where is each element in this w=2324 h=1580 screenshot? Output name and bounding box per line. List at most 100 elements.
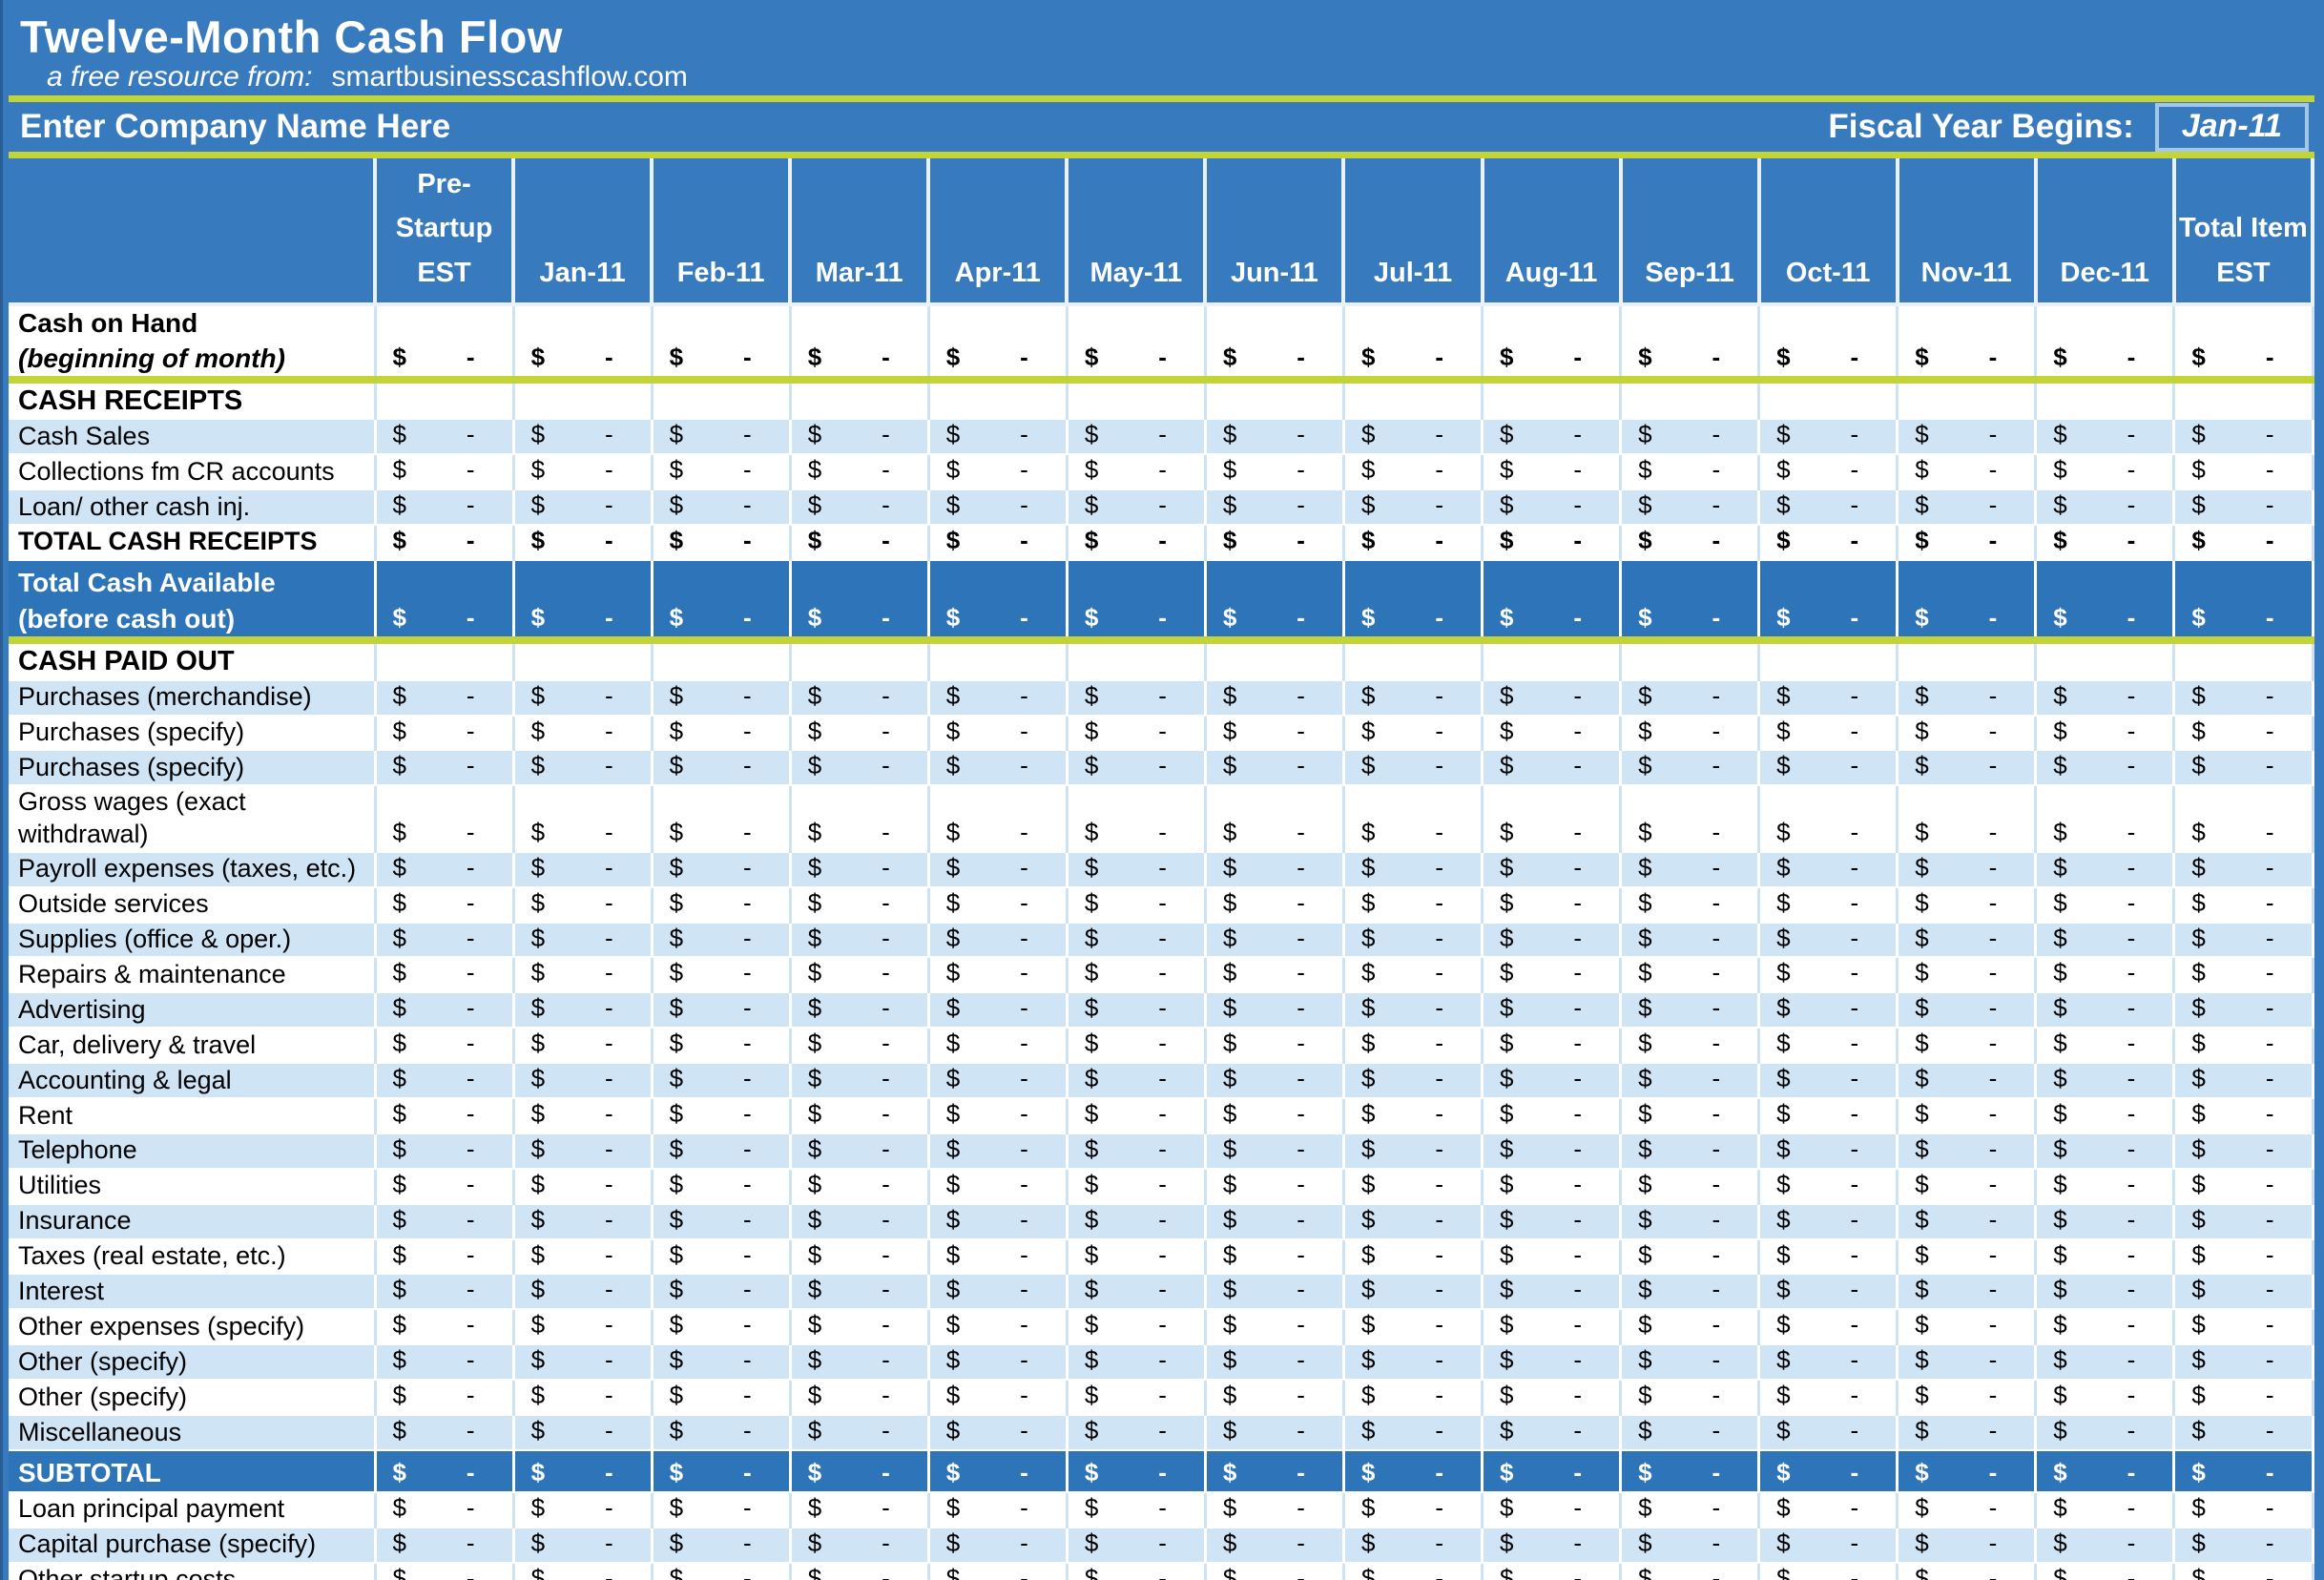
value-cell[interactable]: $ - bbox=[1897, 1028, 2038, 1065]
value-cell[interactable] bbox=[2173, 379, 2314, 421]
value-cell[interactable]: $ - bbox=[790, 1380, 930, 1417]
value-cell[interactable]: $ - bbox=[1067, 524, 1207, 561]
value-cell[interactable]: $ - bbox=[1758, 750, 1899, 787]
value-cell[interactable]: $ - bbox=[375, 886, 515, 924]
value-cell[interactable]: $ - bbox=[513, 1133, 654, 1170]
value-cell[interactable]: $ - bbox=[928, 1527, 1069, 1564]
row-label-cell[interactable]: Loan principal payment bbox=[9, 1491, 377, 1528]
row-label-cell[interactable]: Repairs & maintenance bbox=[9, 957, 377, 994]
value-cell[interactable]: $ - bbox=[513, 489, 654, 526]
value-cell[interactable]: $ - bbox=[513, 304, 654, 384]
value-cell[interactable]: $ - bbox=[2035, 304, 2176, 384]
value-cell[interactable]: $ - bbox=[1343, 1309, 1484, 1346]
value-cell[interactable]: $ - bbox=[652, 750, 792, 787]
value-cell[interactable]: $ - bbox=[2035, 1415, 2176, 1451]
value-cell[interactable]: $ - bbox=[513, 886, 654, 924]
value-cell[interactable]: $ - bbox=[1205, 1562, 1345, 1580]
value-cell[interactable]: $ - bbox=[652, 1168, 792, 1205]
value-cell[interactable]: $ - bbox=[1343, 1133, 1484, 1170]
value-cell[interactable]: $ - bbox=[1620, 785, 1761, 853]
value-cell[interactable]: $ - bbox=[1067, 957, 1207, 994]
value-cell[interactable]: $ - bbox=[2035, 679, 2176, 717]
value-cell[interactable]: $ - bbox=[652, 1238, 792, 1276]
value-cell[interactable]: $ - bbox=[513, 785, 654, 853]
value-cell[interactable]: $ - bbox=[2173, 1063, 2314, 1100]
value-cell[interactable]: $ - bbox=[928, 1491, 1069, 1528]
value-cell[interactable]: $ - bbox=[375, 1344, 515, 1382]
value-cell[interactable]: $ - bbox=[1482, 1098, 1623, 1134]
value-cell[interactable]: $ - bbox=[1620, 454, 1761, 490]
value-cell[interactable]: $ - bbox=[1343, 1491, 1484, 1528]
value-cell[interactable]: $ - bbox=[513, 1238, 654, 1276]
value-cell[interactable]: $ - bbox=[2173, 1098, 2314, 1134]
value-cell[interactable]: $ - bbox=[1343, 454, 1484, 490]
value-cell[interactable]: $ - bbox=[2035, 1527, 2176, 1564]
value-cell[interactable]: $ - bbox=[1205, 454, 1345, 490]
value-cell[interactable]: $ - bbox=[928, 1203, 1069, 1240]
value-cell[interactable]: $ - bbox=[1897, 1309, 2038, 1346]
value-cell[interactable]: $ - bbox=[1067, 1415, 1207, 1451]
value-cell[interactable]: $ - bbox=[1620, 559, 1761, 645]
value-cell[interactable]: $ - bbox=[513, 1527, 654, 1564]
value-cell[interactable]: $ - bbox=[375, 1203, 515, 1240]
value-cell[interactable]: $ - bbox=[2173, 1168, 2314, 1205]
value-cell[interactable]: $ - bbox=[1067, 851, 1207, 888]
value-cell[interactable]: $ - bbox=[1897, 886, 2038, 924]
column-header[interactable]: Feb-11 bbox=[652, 158, 793, 307]
value-cell[interactable]: $ - bbox=[1620, 851, 1761, 888]
value-cell[interactable]: $ - bbox=[652, 489, 792, 526]
value-cell[interactable]: $ - bbox=[928, 679, 1069, 717]
value-cell[interactable]: $ - bbox=[2173, 454, 2314, 490]
value-cell[interactable] bbox=[1620, 379, 1761, 421]
value-cell[interactable]: $ - bbox=[513, 1168, 654, 1205]
value-cell[interactable]: $ - bbox=[1205, 922, 1345, 959]
value-cell[interactable]: $ - bbox=[1067, 1309, 1207, 1346]
row-label-cell[interactable]: Other (specify) bbox=[9, 1344, 377, 1382]
value-cell[interactable]: $ - bbox=[652, 785, 792, 853]
value-cell[interactable]: $ - bbox=[1067, 1380, 1207, 1417]
value-cell[interactable]: $ - bbox=[2035, 454, 2176, 490]
value-cell[interactable]: $ - bbox=[2035, 1274, 2176, 1311]
value-cell[interactable]: $ - bbox=[928, 1309, 1069, 1346]
value-cell[interactable]: $ - bbox=[1205, 489, 1345, 526]
value-cell[interactable] bbox=[513, 640, 654, 681]
row-label-cell[interactable]: Cash Sales bbox=[9, 419, 377, 456]
value-cell[interactable]: $ - bbox=[1067, 715, 1207, 752]
value-cell[interactable]: $ - bbox=[790, 679, 930, 717]
row-label-cell[interactable]: Taxes (real estate, etc.) bbox=[9, 1238, 377, 1276]
corner-header-cell[interactable] bbox=[9, 158, 377, 307]
value-cell[interactable]: $ - bbox=[1205, 957, 1345, 994]
value-cell[interactable]: $ - bbox=[2035, 785, 2176, 853]
value-cell[interactable]: $ - bbox=[790, 1491, 930, 1528]
value-cell[interactable]: $ - bbox=[1897, 1203, 2038, 1240]
value-cell[interactable] bbox=[790, 640, 930, 681]
value-cell[interactable]: $ - bbox=[1897, 750, 2038, 787]
value-cell[interactable]: $ - bbox=[1620, 304, 1761, 384]
value-cell[interactable]: $ - bbox=[513, 1309, 654, 1346]
row-label-cell[interactable]: Miscellaneous bbox=[9, 1415, 377, 1451]
value-cell[interactable]: $ - bbox=[790, 454, 930, 490]
value-cell[interactable]: $ - bbox=[790, 992, 930, 1029]
value-cell[interactable] bbox=[1205, 640, 1345, 681]
value-cell[interactable] bbox=[1067, 640, 1207, 681]
value-cell[interactable]: $ - bbox=[375, 715, 515, 752]
value-cell[interactable]: $ - bbox=[1067, 304, 1207, 384]
value-cell[interactable]: $ - bbox=[1620, 524, 1761, 561]
value-cell[interactable] bbox=[2035, 640, 2176, 681]
value-cell[interactable]: $ - bbox=[2035, 992, 2176, 1029]
column-header[interactable]: Dec-11 bbox=[2035, 158, 2176, 307]
value-cell[interactable]: $ - bbox=[1343, 1562, 1484, 1580]
value-cell[interactable]: $ - bbox=[1897, 489, 2038, 526]
row-label-cell[interactable]: Purchases (specify) bbox=[9, 750, 377, 787]
row-label-cell[interactable]: Other expenses (specify) bbox=[9, 1309, 377, 1346]
value-cell[interactable]: $ - bbox=[652, 851, 792, 888]
value-cell[interactable]: $ - bbox=[1067, 992, 1207, 1029]
value-cell[interactable]: $ - bbox=[928, 524, 1069, 561]
value-cell[interactable]: $ - bbox=[1482, 489, 1623, 526]
value-cell[interactable]: $ - bbox=[513, 1098, 654, 1134]
value-cell[interactable]: $ - bbox=[1067, 454, 1207, 490]
value-cell[interactable]: $ - bbox=[1758, 1562, 1899, 1580]
column-header[interactable]: May-11 bbox=[1067, 158, 1208, 307]
value-cell[interactable]: $ - bbox=[1067, 886, 1207, 924]
value-cell[interactable]: $ - bbox=[1343, 715, 1484, 752]
